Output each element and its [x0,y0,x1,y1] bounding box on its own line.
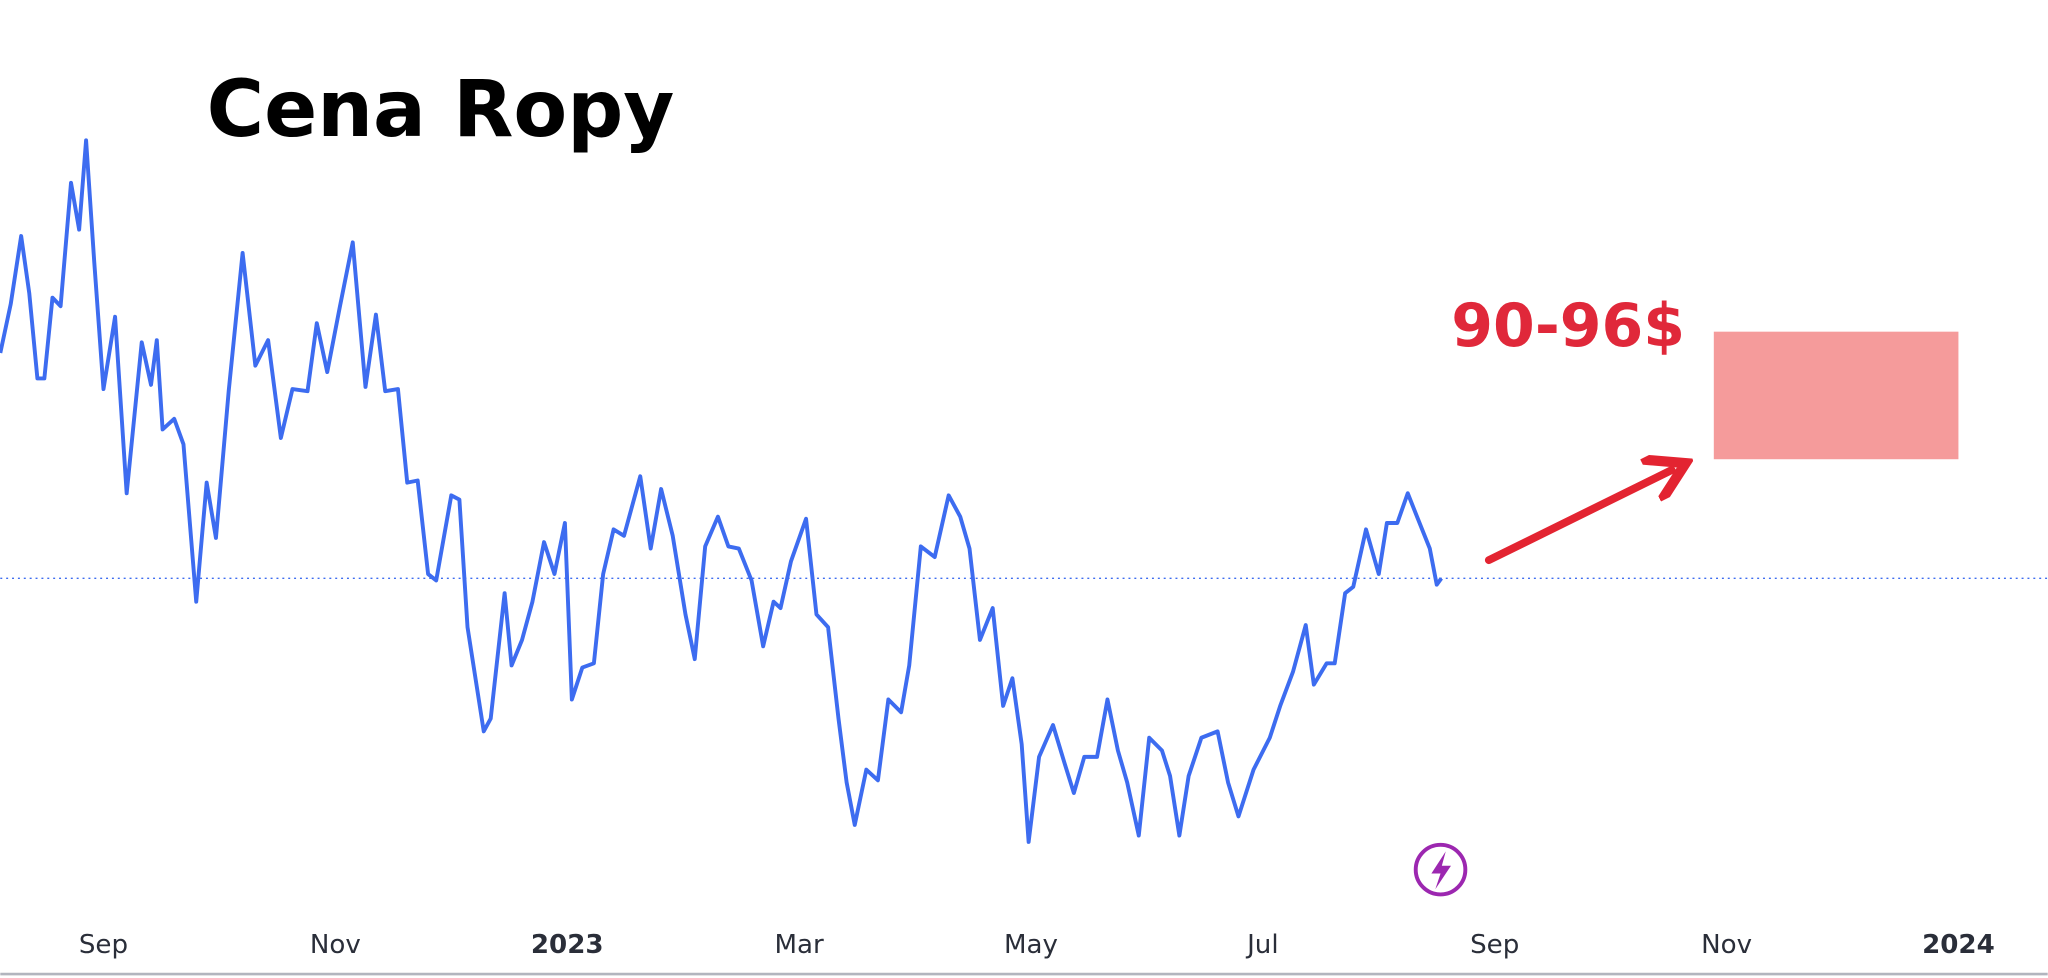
x-axis: Sep Nov 2023 Mar May Jul Sep Nov 2024 [79,930,1995,960]
x-tick-label: Sep [1470,930,1519,960]
x-tick-label: Nov [310,930,361,960]
price-line [0,138,1443,844]
x-tick-label: 2024 [1922,930,1995,960]
chart-title: Cena Ropy [207,64,675,155]
x-tick-label: 2023 [531,930,604,960]
x-tick-label: May [1004,930,1058,960]
x-tick-label: Jul [1245,930,1279,960]
x-tick-label: Nov [1701,930,1752,960]
target-box [1713,331,1959,460]
arrow [1484,470,1672,565]
x-tick-label: Mar [774,930,824,960]
lightning-icon [1413,842,1468,897]
plot-area [0,138,2048,844]
target-label: 90-96$ [1451,291,1685,361]
x-tick-label: Sep [79,930,128,960]
target-zone: 90-96$ [1451,291,1959,460]
